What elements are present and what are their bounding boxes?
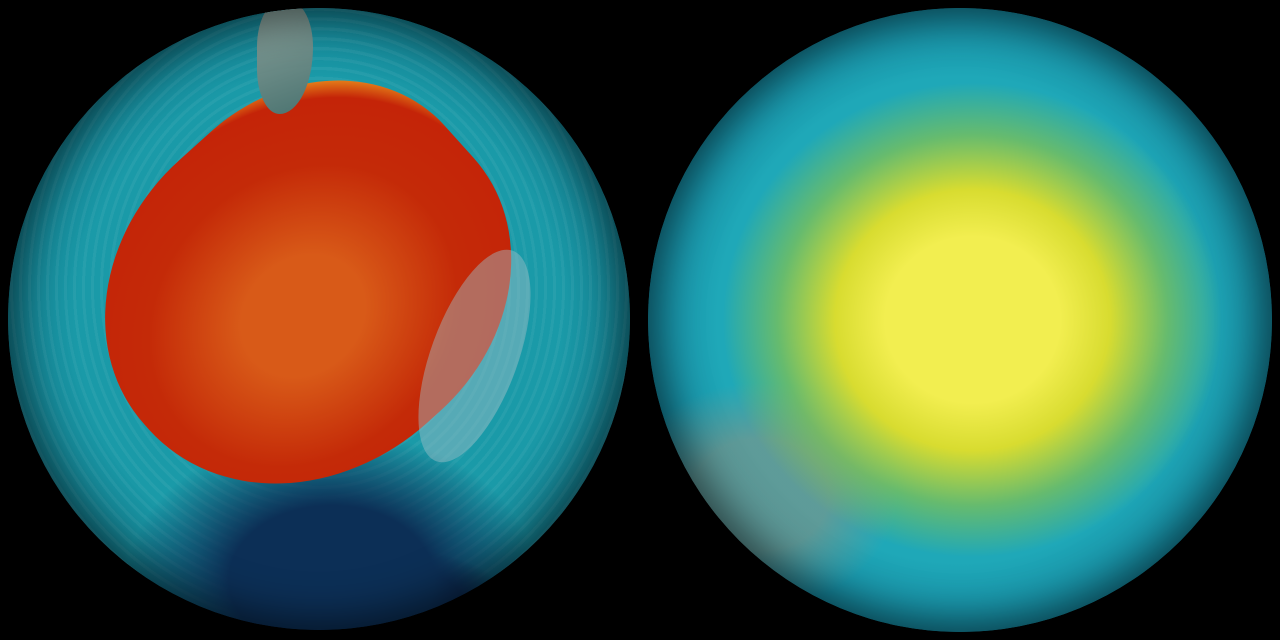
northern-hemisphere-globe (648, 8, 1272, 632)
southern-hemisphere-globe (8, 8, 630, 630)
globe-shading (648, 8, 1272, 632)
globe-shading (8, 8, 630, 630)
